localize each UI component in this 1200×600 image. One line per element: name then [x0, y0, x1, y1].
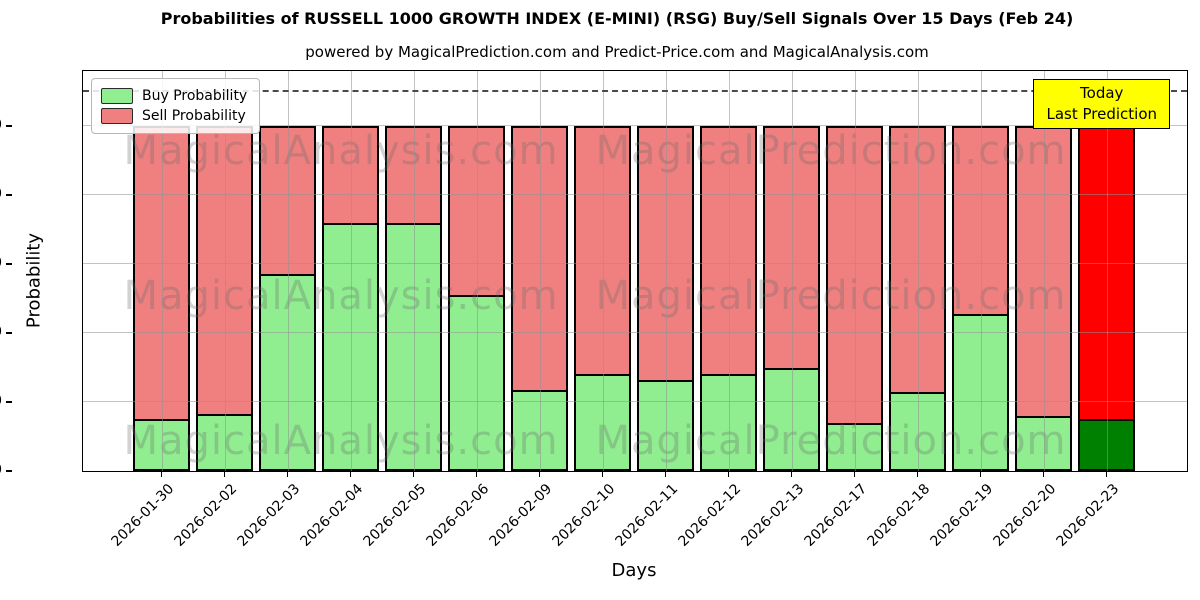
- gridline-x-2026-02-03: [287, 71, 289, 471]
- x-tick-2026-02-23: [1105, 471, 1107, 477]
- watermark-text: MagicalAnalysis.com: [123, 128, 559, 174]
- y-tick-label-40: 40: [0, 324, 2, 340]
- gridline-y-20: [83, 401, 1187, 403]
- watermark-text: MagicalPrediction.com: [595, 128, 1067, 174]
- gridline-x-2026-01-30: [161, 71, 163, 471]
- x-tick-label-2026-02-02: 2026-02-02: [170, 481, 240, 550]
- today-annotation-line2: Last Prediction: [1046, 105, 1157, 123]
- gridline-y-60: [83, 263, 1187, 265]
- gridline-x-2026-02-18: [917, 71, 919, 471]
- x-tick-label-2026-02-18: 2026-02-18: [863, 481, 933, 550]
- plot-area: MagicalAnalysis.com MagicalPrediction.com…: [82, 70, 1188, 472]
- gridline-x-2026-02-06: [476, 71, 478, 471]
- x-tick-2026-02-02: [223, 471, 225, 477]
- gridline-x-2026-02-02: [224, 71, 226, 471]
- legend-item-buy: Buy Probability: [101, 86, 247, 106]
- gridline-x-2026-02-12: [728, 71, 730, 471]
- legend: Buy Probability Sell Probability: [91, 78, 261, 134]
- today-annotation-box: Today Last Prediction: [1033, 79, 1170, 129]
- chart-subtitle: powered by MagicalPrediction.com and Pre…: [305, 43, 929, 61]
- gridline-y-40: [83, 332, 1187, 334]
- x-tick-label-2026-01-30: 2026-01-30: [107, 481, 177, 550]
- y-axis-label: Probability: [23, 232, 45, 329]
- x-tick-label-2026-02-23: 2026-02-23: [1052, 481, 1122, 550]
- gridline-x-2026-02-17: [854, 71, 856, 471]
- x-tick-2026-02-06: [475, 471, 477, 477]
- x-tick-2026-02-10: [601, 471, 603, 477]
- gridline-x-2026-02-20: [1043, 71, 1045, 471]
- x-tick-2026-02-12: [727, 471, 729, 477]
- x-tick-2026-01-30: [160, 471, 162, 477]
- sell-swatch-icon: [101, 108, 133, 124]
- gridline-x-2026-02-04: [350, 71, 352, 471]
- x-tick-2026-02-09: [538, 471, 540, 477]
- y-tick-20: [6, 401, 12, 403]
- gridline-y-100: [83, 125, 1187, 127]
- y-tick-label-60: 60: [0, 255, 2, 271]
- x-tick-2026-02-04: [349, 471, 351, 477]
- watermark-text: MagicalPrediction.com: [595, 418, 1067, 464]
- x-tick-2026-02-05: [412, 471, 414, 477]
- today-annotation-line1: Today: [1080, 84, 1124, 102]
- x-tick-2026-02-11: [664, 471, 666, 477]
- legend-label-buy: Buy Probability: [142, 88, 248, 104]
- x-tick-label-2026-02-11: 2026-02-11: [611, 481, 681, 550]
- y-tick-100: [6, 125, 12, 127]
- x-tick-2026-02-18: [916, 471, 918, 477]
- y-tick-0: [6, 470, 12, 472]
- y-tick-40: [6, 332, 12, 334]
- x-tick-2026-02-03: [286, 471, 288, 477]
- x-tick-label-2026-02-05: 2026-02-05: [359, 481, 429, 550]
- x-tick-2026-02-20: [1042, 471, 1044, 477]
- y-tick-label-80: 80: [0, 186, 2, 202]
- gridline-x-2026-02-13: [791, 71, 793, 471]
- chart-title: Probabilities of RUSSELL 1000 GROWTH IND…: [160, 9, 1074, 28]
- x-tick-label-2026-02-10: 2026-02-10: [548, 481, 618, 550]
- watermark-text: MagicalAnalysis.com: [123, 418, 559, 464]
- gridline-x-2026-02-19: [980, 71, 982, 471]
- x-tick-2026-02-17: [853, 471, 855, 477]
- x-tick-label-2026-02-20: 2026-02-20: [989, 481, 1059, 550]
- watermark-text: MagicalAnalysis.com: [123, 273, 559, 319]
- watermark-text: MagicalPrediction.com: [595, 273, 1067, 319]
- y-tick-80: [6, 194, 12, 196]
- legend-item-sell: Sell Probability: [101, 106, 247, 126]
- x-tick-2026-02-19: [979, 471, 981, 477]
- y-tick-label-100: 100: [0, 117, 2, 133]
- x-tick-label-2026-02-04: 2026-02-04: [296, 481, 366, 550]
- gridline-y-80: [83, 194, 1187, 196]
- y-tick-60: [6, 263, 12, 265]
- gridline-x-2026-02-09: [539, 71, 541, 471]
- x-tick-label-2026-02-09: 2026-02-09: [485, 481, 555, 550]
- gridline-x-2026-02-23: [1106, 71, 1108, 471]
- x-tick-2026-02-13: [790, 471, 792, 477]
- gridline-x-2026-02-05: [413, 71, 415, 471]
- x-tick-label-2026-02-17: 2026-02-17: [800, 481, 870, 550]
- buy-swatch-icon: [101, 88, 133, 104]
- gridline-x-2026-02-11: [665, 71, 667, 471]
- threshold-dashed-line: [83, 89, 1187, 92]
- legend-label-sell: Sell Probability: [142, 108, 246, 124]
- x-tick-label-2026-02-12: 2026-02-12: [674, 481, 744, 550]
- x-tick-label-2026-02-03: 2026-02-03: [233, 481, 303, 550]
- y-tick-label-0: 0: [0, 462, 2, 478]
- y-tick-label-20: 20: [0, 393, 2, 409]
- gridline-x-2026-02-10: [602, 71, 604, 471]
- x-axis-label: Days: [611, 560, 657, 581]
- x-tick-label-2026-02-19: 2026-02-19: [926, 481, 996, 550]
- x-tick-label-2026-02-13: 2026-02-13: [737, 481, 807, 550]
- x-tick-label-2026-02-06: 2026-02-06: [422, 481, 492, 550]
